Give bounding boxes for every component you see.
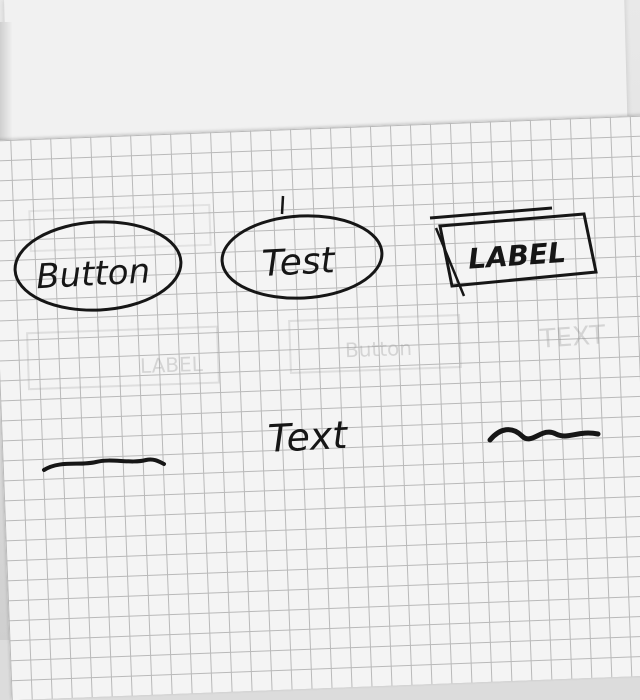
paper-stack-edge <box>0 22 12 142</box>
squiggle-line-right <box>487 427 601 443</box>
text-field-outline <box>220 214 384 300</box>
show-through-marks: LABEL Button TEXT <box>26 203 607 391</box>
ghost-button-text: Button <box>345 336 413 362</box>
ghost-label-text: LABEL <box>140 352 204 378</box>
label-box-outline <box>438 212 598 288</box>
button-sketch: Button <box>13 220 183 312</box>
label-sketch-label: LABEL <box>467 236 567 276</box>
center-text-sketch: Text <box>267 413 351 461</box>
text-field-sketch: Test <box>220 195 384 300</box>
button-sketch-label: Button <box>35 251 151 297</box>
button-outline <box>13 220 183 312</box>
squiggle-line-left <box>42 457 166 472</box>
label-sketch: LABEL <box>429 206 598 297</box>
ghost-text-text: TEXT <box>538 320 607 355</box>
sketch-layer: LABEL Button TEXT Button Test LABEL Text <box>13 195 607 472</box>
text-field-sketch-label: Test <box>261 240 337 285</box>
